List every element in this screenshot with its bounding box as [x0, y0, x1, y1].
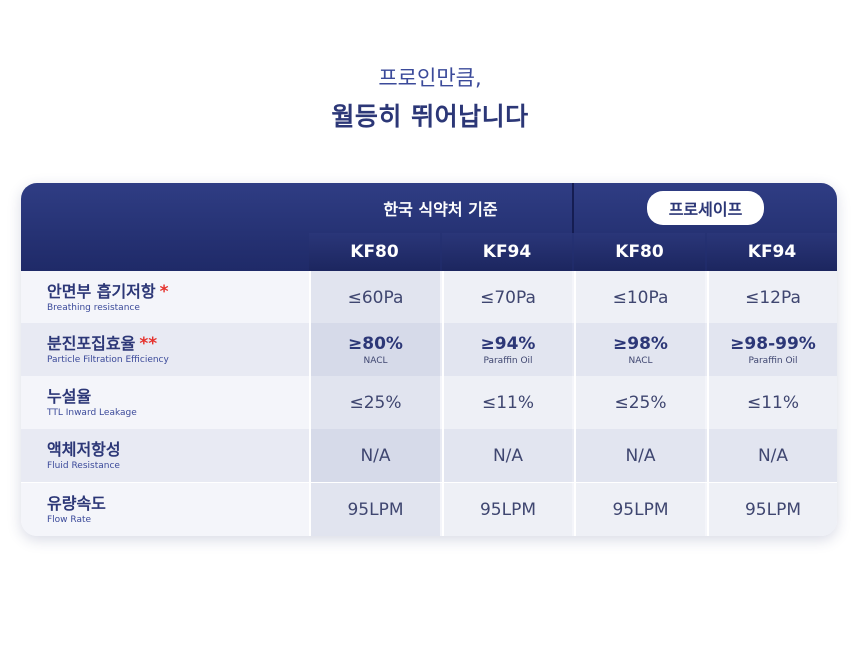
row-label-korean-text: 유량속도 [47, 494, 106, 513]
row-label-english: TTL Inward Leakage [47, 408, 137, 418]
table-cell: N/A [574, 429, 705, 482]
table-cell: 95LPM [442, 483, 572, 536]
cell-note: NACL [363, 355, 388, 366]
row-label: 유량속도 Flow Rate [47, 483, 106, 536]
table-cell: 95LPM [574, 483, 705, 536]
cell-value: ≤10Pa [612, 287, 669, 308]
table-row: 분진포집효율 ** Particle Filtration Efficiency ≥8… [21, 323, 837, 376]
row-label: 누설율 TTL Inward Leakage [47, 376, 137, 429]
table-row: 액체저항성 Fluid Resistance N/A N/A N/A N/A [21, 429, 837, 482]
table-cell: 95LPM [707, 483, 837, 536]
comparison-table: 한국 식약처 기준 프로세이프 KF80 KF94 KF80 KF94 안면부 … [21, 183, 837, 536]
cell-note: NACL [628, 355, 653, 366]
column-header-kf80-standard: KF80 [309, 233, 440, 271]
table-cell: ≤70Pa [442, 271, 572, 324]
table-cell: ≤10Pa [574, 271, 705, 324]
table-cell: ≤60Pa [309, 271, 440, 324]
table-cell: N/A [442, 429, 572, 482]
cell-value: N/A [360, 445, 391, 466]
row-label-korean-text: 안면부 흡기저항 [47, 282, 156, 301]
cell-value: N/A [625, 445, 656, 466]
footnote-mark: ** [139, 334, 158, 354]
row-label-korean-text: 누설율 [47, 387, 92, 406]
group-label-prosafe-pill: 프로세이프 [646, 191, 765, 225]
table-cell: ≤11% [707, 376, 837, 429]
row-label-korean: 유량속도 [47, 494, 106, 514]
table-row: 유량속도 Flow Rate 95LPM 95LPM 95LPM 95LPM [21, 483, 837, 536]
cell-value: ≤11% [481, 392, 535, 413]
table-cell: ≤25% [309, 376, 440, 429]
cell-value: ≤11% [746, 392, 800, 413]
group-header-prosafe: 프로세이프 [574, 183, 837, 233]
row-label-korean: 안면부 흡기저항 * [47, 282, 169, 302]
row-label-korean-text: 액체저항성 [47, 440, 121, 459]
column-header-kf94-prosafe: KF94 [707, 233, 837, 271]
row-label-korean: 누설율 [47, 387, 137, 407]
cell-value: ≤60Pa [347, 287, 404, 308]
table-cell: ≥80% NACL [309, 323, 440, 376]
cell-value: ≤25% [349, 392, 402, 413]
cell-value: ≤12Pa [745, 287, 801, 308]
cell-value: N/A [757, 445, 789, 466]
table-cell: ≥98-99% Paraffin Oil [707, 323, 837, 376]
group-label-standard: 한국 식약처 기준 [383, 200, 498, 219]
row-label-korean: 분진포집효율 ** [47, 334, 169, 354]
table-cell: ≥98% NACL [574, 323, 705, 376]
row-label-english: Particle Filtration Efficiency [47, 355, 169, 365]
group-header-standard: 한국 식약처 기준 [309, 183, 572, 233]
column-header-kf80-prosafe: KF80 [574, 233, 705, 271]
table-cell: ≤25% [574, 376, 705, 429]
row-label-english: Fluid Resistance [47, 461, 120, 471]
column-header-kf94-standard: KF94 [442, 233, 572, 271]
table-row: 누설율 TTL Inward Leakage ≤25% ≤11% ≤25% ≤11% [21, 376, 837, 429]
group-divider [572, 183, 574, 233]
cell-value: 95LPM [744, 499, 802, 520]
cell-value: ≥80% [348, 333, 403, 354]
row-label-english: Flow Rate [47, 515, 92, 525]
cell-value: 95LPM [612, 499, 669, 520]
heading-subtitle: 프로인만큼, [378, 66, 482, 90]
cell-value: ≤25% [614, 392, 667, 413]
row-label-english: Breathing resistance [47, 303, 140, 313]
table-cell: N/A [309, 429, 440, 482]
table-row: 안면부 흡기저항 * Breathing resistance ≤60Pa ≤70Pa ≤… [21, 271, 837, 324]
cell-value: ≥98-99% [730, 333, 816, 354]
table-cell: 95LPM [309, 483, 440, 536]
cell-value: ≤70Pa [480, 287, 536, 308]
table-cell: ≤12Pa [707, 271, 837, 324]
cell-note: Paraffin Oil [748, 355, 798, 366]
row-label: 안면부 흡기저항 * Breathing resistance [47, 271, 169, 324]
cell-value: ≥98% [613, 333, 668, 354]
row-label: 액체저항성 Fluid Resistance [47, 429, 121, 482]
cell-value: 95LPM [479, 499, 537, 520]
row-label-korean-text: 분진포집효율 [47, 334, 136, 353]
cell-note: Paraffin Oil [483, 355, 533, 366]
footnote-mark: * [159, 282, 169, 302]
row-label: 분진포집효율 ** Particle Filtration Efficiency [47, 323, 169, 376]
heading-title: 월등히 뛰어납니다 [331, 102, 529, 131]
table-cell: ≤11% [442, 376, 572, 429]
table-cell: N/A [707, 429, 837, 482]
cell-value: 95LPM [347, 499, 404, 520]
table-cell: ≥94% Paraffin Oil [442, 323, 572, 376]
row-label-korean: 액체저항성 [47, 440, 121, 460]
cell-value: ≥94% [480, 333, 536, 354]
cell-value: N/A [492, 445, 524, 466]
